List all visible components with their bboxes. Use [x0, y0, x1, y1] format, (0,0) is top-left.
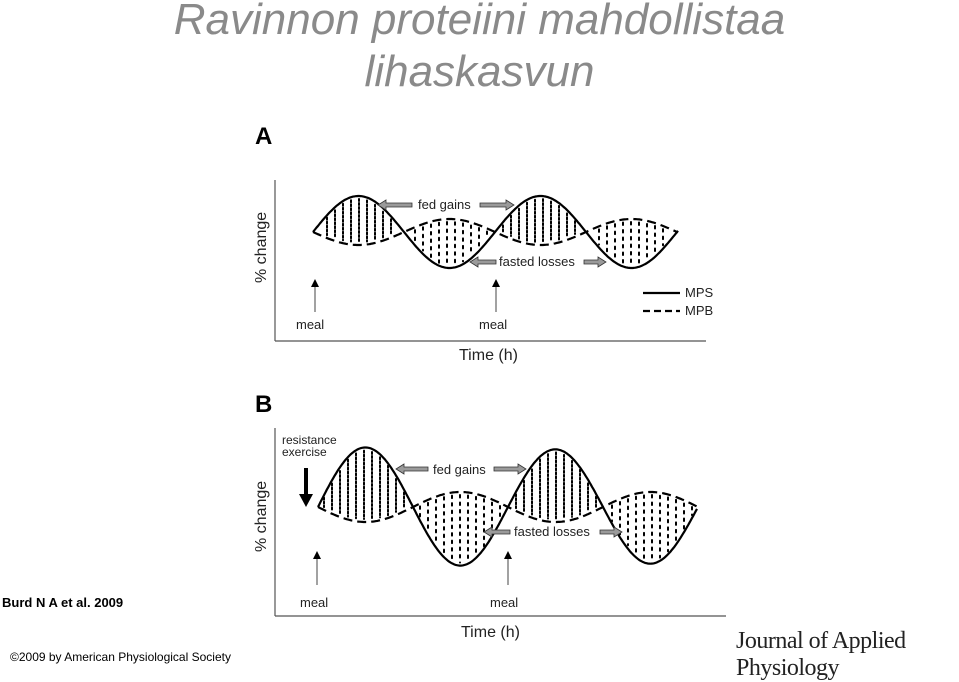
panel-a-y-axis-label: % change	[253, 212, 270, 283]
panel-a-fed-gains-annotation: fed gains	[377, 197, 515, 212]
legend-mps-label: MPS	[685, 285, 714, 300]
panel-b-meal-label-1: meal	[300, 595, 328, 610]
panel-b-fed-gains-annotation: fed gains	[395, 462, 527, 477]
copyright-notice: ©2009 by American Physiological Society	[10, 650, 231, 664]
panel-a-mpb-curve	[312, 217, 679, 247]
panel-b-fed-gains-label: fed gains	[433, 462, 486, 477]
page-title-line-2: lihaskasvun	[364, 47, 595, 96]
panel-a-fed-gains-label: fed gains	[418, 197, 471, 212]
left-arrow-icon	[377, 199, 413, 211]
page-title-line-1: Ravinnon proteiini mahdollistaa	[173, 0, 786, 44]
journal-logo: Journal of Applied Physiology	[736, 628, 906, 681]
resistance-exercise-label-line-1: resistance	[282, 433, 337, 447]
left-arrow-icon	[483, 526, 511, 538]
panel-a-label: A	[255, 123, 272, 150]
panel-b-mps-curve	[317, 446, 698, 567]
panel-a-mps-curve	[312, 194, 679, 270]
resistance-exercise-label-line-2: exercise	[282, 445, 327, 459]
panel-a-legend: MPS MPB	[643, 285, 714, 318]
panel-a-fasted-losses-annotation: fasted losses	[469, 254, 607, 269]
left-arrow-icon	[395, 463, 429, 475]
panel-a-gain-loss-hatching	[326, 198, 664, 266]
legend-mpb-label: MPB	[685, 303, 713, 318]
panel-b-fasted-losses-label: fasted losses	[514, 524, 590, 539]
panel-b-meal-label-2: meal	[490, 595, 518, 610]
right-arrow-icon	[479, 199, 515, 211]
panel-a-meal-label-1: meal	[296, 317, 324, 332]
down-arrow-icon	[299, 468, 313, 507]
panel-b-gain-loss-hatching	[323, 449, 693, 564]
panel-b: B % change Time (h) resistance exercise …	[253, 391, 726, 641]
panel-a: A % change Time (h) meal meal fed gains …	[253, 123, 714, 364]
left-arrow-icon	[469, 256, 497, 268]
right-arrow-icon	[599, 526, 623, 538]
citation: Burd N A et al. 2009	[2, 595, 124, 610]
panel-b-label: B	[255, 391, 272, 418]
panel-b-y-axis-label: % change	[253, 481, 270, 552]
panel-a-fasted-losses-label: fasted losses	[499, 254, 575, 269]
right-arrow-icon	[583, 256, 607, 268]
panel-b-fasted-losses-annotation: fasted losses	[483, 524, 623, 539]
right-arrow-icon	[493, 463, 527, 475]
panel-b-x-axis-label: Time (h)	[461, 624, 520, 641]
panel-a-meal-label-2: meal	[479, 317, 507, 332]
protein-synthesis-figure: A % change Time (h) meal meal fed gains …	[253, 123, 726, 641]
panel-a-x-axis-label: Time (h)	[459, 347, 518, 364]
